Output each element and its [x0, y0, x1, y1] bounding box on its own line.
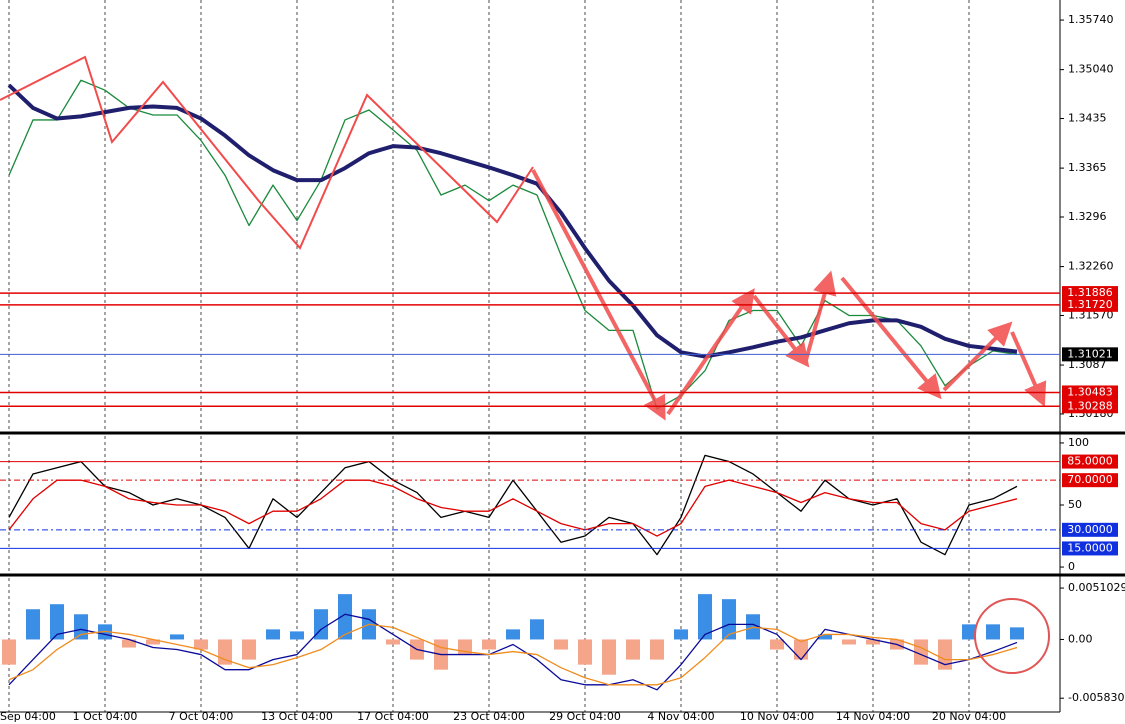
histogram-bar: [602, 639, 616, 675]
x-tick-label: 1 Oct 04:00: [73, 710, 138, 723]
y-tick-label: 100: [1068, 436, 1089, 449]
y-tick-label: 1.32260: [1068, 260, 1114, 273]
annotations: [0, 55, 1050, 674]
histogram-bar: [2, 639, 16, 665]
histogram-bar: [26, 609, 40, 640]
histogram-bar: [170, 634, 184, 640]
series-line: [7, 83, 1018, 359]
histogram-bar: [986, 624, 1000, 640]
x-tick-label: 14 Nov 04:00: [836, 710, 910, 723]
x-tick-label: 10 Nov 04:00: [740, 710, 814, 723]
level-tag: [1062, 473, 1118, 488]
y-tick-label: -0.0058307: [1068, 691, 1125, 704]
histogram-bar: [674, 629, 688, 640]
histogram-bar: [770, 639, 784, 650]
arrow: [804, 270, 837, 361]
arrow: [1010, 331, 1047, 407]
histogram-bar: [314, 609, 328, 640]
histogram-bar: [482, 639, 496, 650]
x-tick-label: 23 Oct 04:00: [453, 710, 525, 723]
y-tick-label: 50: [1068, 498, 1082, 511]
histogram-bar: [266, 629, 280, 640]
histogram-bar: [698, 594, 712, 640]
histogram-bar: [50, 604, 64, 640]
y-tick-label: 1.35740: [1068, 13, 1114, 26]
level-label: 1.31720: [1067, 298, 1113, 311]
arrow: [531, 169, 666, 421]
series-line: [8, 623, 1018, 686]
arrow: [752, 294, 810, 368]
x-tick-label: 4 Nov 04:00: [647, 710, 714, 723]
level-tag: [1062, 286, 1118, 301]
level-label: 1.30483: [1067, 385, 1113, 398]
y-tick-label: 1.3365: [1068, 161, 1107, 174]
highlight-circle: [974, 598, 1050, 674]
y-tick-label: 1.3296: [1068, 210, 1107, 223]
y-tick-label: 0.00: [1068, 632, 1093, 645]
histogram-bar: [1010, 627, 1024, 640]
histogram-bar: [386, 639, 400, 645]
y-tick-label: 1.35040: [1068, 63, 1114, 76]
level-tag: [1062, 347, 1118, 362]
histogram-bar: [506, 629, 520, 640]
level-label: 70.0000: [1067, 473, 1113, 486]
zigzag: [0, 55, 534, 250]
histogram-bar: [626, 639, 640, 660]
arrow: [666, 288, 755, 416]
x-tick-label: 20 Nov 04:00: [932, 710, 1006, 723]
level-label: 1.31021: [1067, 347, 1113, 360]
arrow: [840, 276, 942, 400]
histogram-bar: [74, 614, 88, 640]
histogram-bar: [794, 639, 808, 660]
x-tick-label: 13 Oct 04:00: [261, 710, 333, 723]
histogram-bar: [122, 639, 136, 648]
arrow: [942, 321, 1013, 392]
level-tag: [1062, 454, 1118, 469]
level-tag: [1062, 522, 1118, 537]
histogram-bar: [818, 634, 832, 640]
histogram-bar: [866, 639, 880, 645]
y-tick-label: 1.3435: [1068, 112, 1107, 125]
series-line: [8, 79, 1018, 410]
level-tag: [1062, 541, 1118, 556]
plot-area: [2, 0, 1024, 712]
level-label: 15.0000: [1067, 541, 1113, 554]
y-tick-label: 0: [1068, 560, 1075, 573]
histogram-bar: [242, 639, 256, 660]
x-tick-label: 17 Oct 04:00: [357, 710, 429, 723]
level-tag: [1062, 399, 1118, 414]
series-line: [8, 479, 1018, 537]
x-tick-label: Sep 04:00: [0, 710, 56, 723]
level-label: 30.0000: [1067, 523, 1113, 536]
histogram-bar: [842, 639, 856, 645]
histogram-bar: [938, 639, 952, 670]
level-tag: [1062, 297, 1118, 312]
histogram-bar: [650, 639, 664, 660]
histogram-bar: [530, 619, 544, 640]
histogram-bar: [722, 599, 736, 640]
level-label: 1.30288: [1067, 399, 1113, 412]
level-label: 85.0000: [1067, 455, 1113, 468]
histogram-bar: [194, 639, 208, 650]
histogram-bar: [290, 631, 304, 640]
histogram-bar: [962, 624, 976, 640]
x-tick-label: 29 Oct 04:00: [549, 710, 621, 723]
histogram-bar: [554, 639, 568, 650]
histogram-bar: [146, 639, 160, 645]
level-label: 1.31886: [1067, 286, 1113, 299]
histogram-bar: [578, 639, 592, 665]
level-tag: [1062, 385, 1118, 400]
y-tick-label: 0.0051029: [1068, 581, 1125, 594]
histogram-bar: [338, 594, 352, 640]
x-tick-label: 7 Oct 04:00: [169, 710, 234, 723]
